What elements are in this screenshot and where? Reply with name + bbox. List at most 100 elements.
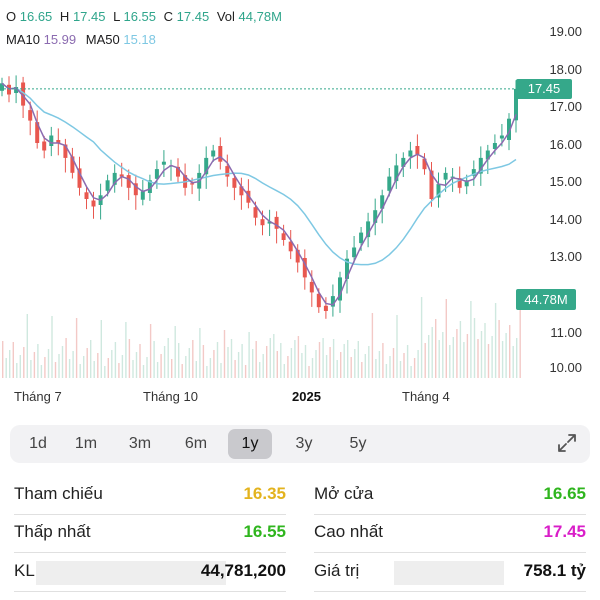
volume-bar [406, 345, 409, 378]
volume-stat-value: 44,781,200 [200, 561, 286, 580]
volume-bar [72, 351, 74, 378]
volume-bar [206, 366, 208, 378]
volume-bar [498, 320, 500, 378]
volume-bar [442, 332, 444, 378]
volume-bar [463, 342, 465, 378]
candle-body [239, 186, 244, 196]
volume-bar [276, 351, 278, 378]
volume-bar [58, 354, 60, 378]
range-1m[interactable]: 1m [74, 435, 98, 452]
candle-body [464, 180, 469, 187]
volume-bar [343, 344, 345, 378]
ref-value: 16.35 [243, 484, 286, 503]
stat-volume: KL 44,781,200 [14, 561, 286, 585]
candle-body [415, 146, 420, 155]
volume-bar [413, 358, 416, 378]
volume-bar [378, 351, 381, 378]
candle-body [408, 150, 413, 157]
high-stat-label: Cao nhất [314, 522, 383, 541]
candle-body [0, 83, 4, 91]
volume-bar [280, 343, 282, 378]
ohlc-readout: O 16.65 H 17.45 L 16.55 C 17.45 Vol 44,7… [6, 8, 286, 26]
volume-bar [139, 344, 141, 378]
volume-bar [435, 319, 437, 378]
range-1y[interactable]: 1y [228, 429, 272, 459]
candle-body [119, 174, 124, 177]
volume-shade [36, 561, 226, 585]
volume-bar [294, 340, 296, 378]
volume-bar [104, 366, 106, 378]
volume-bar [167, 338, 169, 378]
volume-bar [237, 352, 240, 378]
volume-bar [192, 340, 194, 378]
range-1d[interactable]: 1d [29, 435, 47, 452]
volume-bar [142, 365, 145, 378]
expand-icon[interactable] [556, 432, 578, 454]
ma10-line [1, 82, 517, 306]
volume-bar [174, 326, 176, 378]
volume-bar [269, 338, 271, 378]
volume-bar [480, 331, 483, 378]
chart-canvas[interactable] [0, 0, 600, 380]
candle-body [330, 296, 335, 307]
volume-bar [195, 361, 197, 378]
x-label-july: Tháng 7 [14, 389, 62, 404]
candle-body [105, 180, 110, 191]
volume-bar [420, 297, 423, 378]
volume-bar [491, 336, 493, 378]
candle-body [49, 135, 54, 146]
volume-bar [23, 347, 25, 378]
volume-bar [403, 353, 405, 378]
volume-bar [111, 350, 113, 378]
volume-bar [54, 362, 57, 378]
candle-body [63, 144, 68, 158]
volume-bar [262, 354, 264, 378]
volume-bar [171, 359, 173, 378]
volume-bar [273, 334, 275, 378]
candle-body [436, 184, 441, 198]
range-3y[interactable]: 3y [295, 435, 313, 452]
volume-bar [135, 352, 138, 378]
volume-bar [428, 335, 430, 378]
candle-body [309, 281, 314, 293]
volume-bar [509, 325, 511, 378]
volume-bar [304, 345, 307, 378]
volume-bar [2, 341, 4, 378]
volume-bar [227, 347, 229, 378]
value-stat-value: 758.1 tỷ [523, 561, 586, 580]
volume-bar [301, 353, 303, 378]
volume-bar [449, 345, 451, 378]
volume-bar [452, 337, 454, 378]
range-6m[interactable]: 6m [184, 435, 208, 452]
divider [14, 514, 286, 515]
volume-bar [128, 339, 131, 378]
volume-bar [308, 366, 310, 378]
volume-bar [368, 346, 370, 378]
ma50-label: MA50 [85, 32, 120, 47]
candle-body [225, 166, 230, 177]
volume-bar [12, 342, 14, 378]
volume-bar [371, 313, 374, 378]
y-tick-label: 15.00 [549, 174, 582, 189]
range-3m[interactable]: 3m [128, 435, 152, 452]
candle-body [492, 143, 497, 149]
volume-bar [396, 315, 398, 378]
y-tick-label: 19.00 [549, 24, 582, 39]
candle-body [401, 157, 406, 167]
volume-bar [26, 314, 28, 378]
stat-value-traded: Giá trị 758.1 tỷ [314, 561, 586, 585]
candle-body [323, 305, 328, 311]
candle-body [302, 258, 307, 278]
volume-bar [220, 363, 222, 378]
x-label-april: Tháng 4 [402, 389, 450, 404]
volume-bar [340, 352, 342, 378]
price-chart[interactable]: O 16.65 H 17.45 L 16.55 C 17.45 Vol 44,7… [0, 0, 600, 380]
volume-bar [33, 352, 36, 378]
candle-body [478, 157, 483, 174]
volume-bar [266, 346, 268, 378]
ref-label: Tham chiếu [14, 484, 103, 503]
stat-ref: Tham chiếu 16.35 [14, 484, 286, 508]
range-5y[interactable]: 5y [349, 435, 367, 452]
volume-bar [79, 364, 81, 378]
volume-bar [160, 354, 162, 378]
